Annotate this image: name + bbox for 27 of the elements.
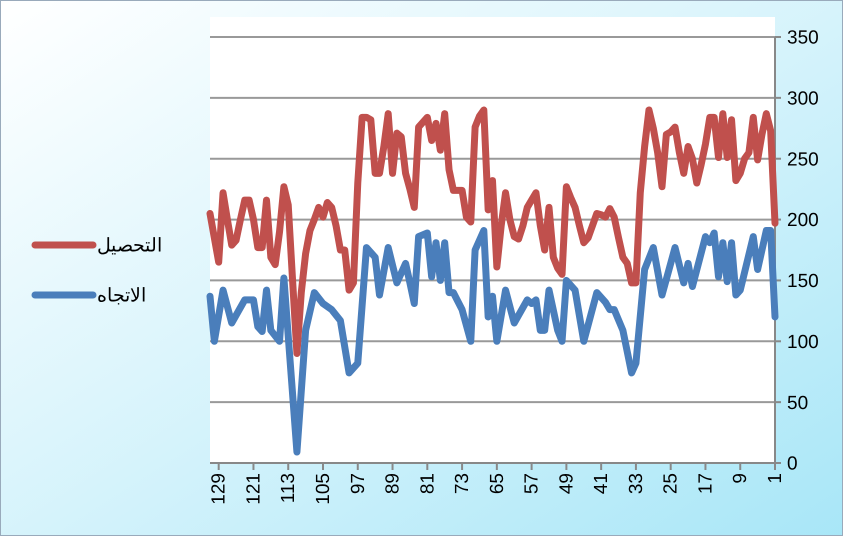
x-tick-label: 121 <box>243 473 264 505</box>
x-tick-label: 33 <box>626 473 647 494</box>
x-tick-label: 9 <box>730 473 752 484</box>
x-tick-label: 105 <box>313 473 334 505</box>
y-tick-label: 100 <box>787 332 819 353</box>
y-tick-label: 150 <box>787 271 819 292</box>
y-tick-label: 250 <box>787 149 819 170</box>
y-tick-label: 300 <box>787 88 819 110</box>
legend-label: التحصيل <box>97 236 162 257</box>
x-tick-label: 17 <box>695 473 716 494</box>
x-tick-label: 89 <box>382 473 404 494</box>
x-tick-label: 113 <box>278 473 300 504</box>
x-tick-label: 49 <box>556 473 578 494</box>
x-tick-label: 129 <box>208 473 230 505</box>
y-tick-label: 0 <box>787 454 798 475</box>
y-tick-label: 50 <box>787 392 808 414</box>
x-tick-label: 97 <box>348 473 369 494</box>
x-tick-label: 57 <box>522 473 543 494</box>
x-tick-label: 1 <box>765 473 786 484</box>
x-tick-label: 73 <box>452 473 474 494</box>
y-tick-label: 350 <box>787 28 819 49</box>
x-tick-label: 65 <box>486 473 508 494</box>
legend-label: الاتجاه <box>97 286 146 307</box>
x-tick-label: 81 <box>417 473 438 494</box>
y-tick-label: 200 <box>787 210 819 232</box>
x-tick-label: 41 <box>591 473 612 494</box>
x-tick-label: 25 <box>660 473 682 494</box>
